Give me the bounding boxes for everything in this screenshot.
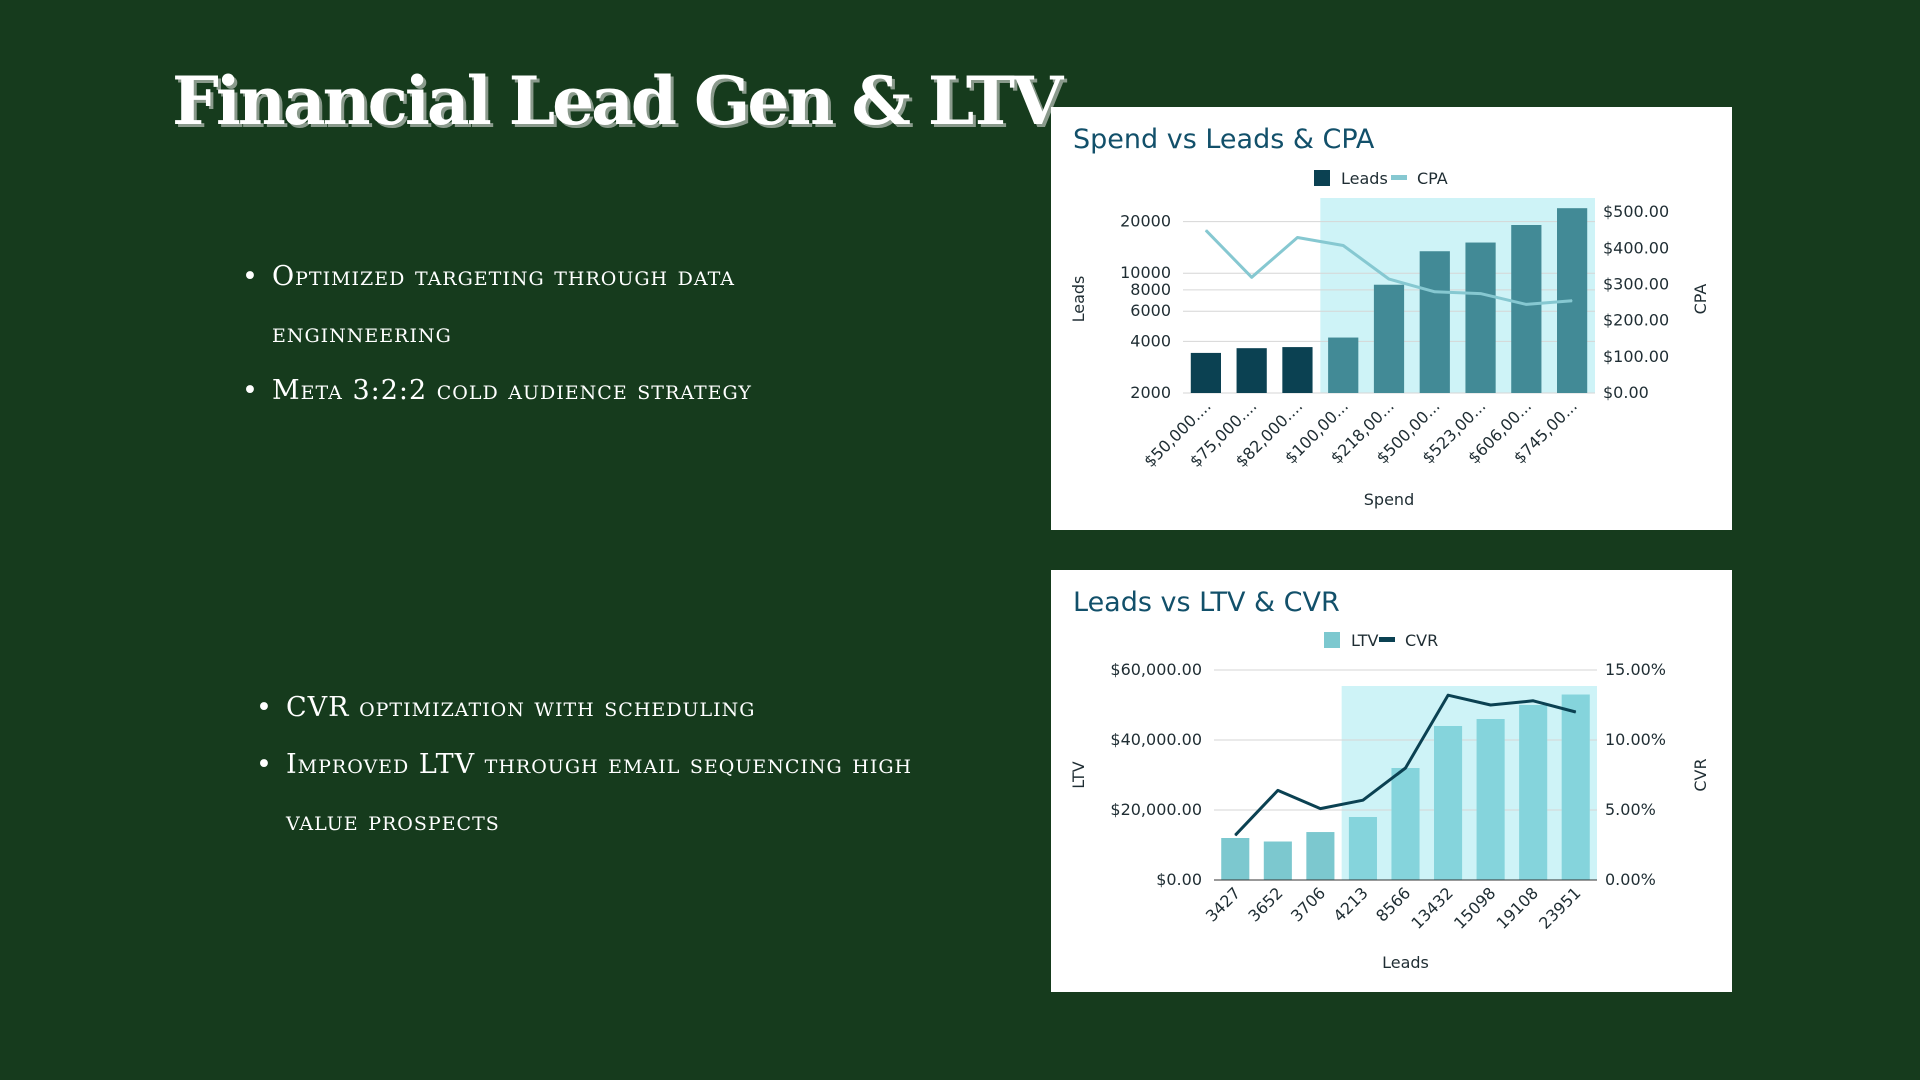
bar-ltv	[1561, 694, 1590, 880]
y2-tick-label: $100.00	[1603, 347, 1669, 366]
y-tick-label: 4000	[1130, 331, 1171, 350]
x-tick-label: 15098	[1450, 883, 1499, 932]
bullet-list-top: Optimized targeting through data enginne…	[242, 248, 912, 419]
bar-ltv	[1306, 832, 1335, 880]
chart-leads-vs-ltv: Leads vs LTV & CVR LTV CVR $0.00 $20,000.00 $…	[1051, 570, 1732, 992]
point-cvr	[1234, 834, 1236, 836]
x-tick-label: 19108	[1493, 883, 1542, 932]
y-axis-title: Leads	[1069, 276, 1088, 323]
x-axis-title: Leads	[1382, 953, 1429, 972]
bullet-item: Meta 3:2:2 cold audience strategy	[242, 362, 912, 419]
bar-leads	[1190, 352, 1221, 393]
bar-ltv	[1348, 817, 1377, 880]
point-cpa	[1480, 293, 1482, 295]
point-cpa	[1434, 291, 1436, 293]
bullet-item: Optimized targeting through data enginne…	[242, 248, 912, 362]
y-tick-label: $20,000.00	[1110, 800, 1202, 819]
y2-axis-title: CVR	[1691, 758, 1710, 791]
slide-title: Financial Lead Gen & LTV	[172, 62, 1063, 140]
legend-swatch-cpa	[1391, 175, 1407, 180]
bar-ltv	[1476, 719, 1505, 880]
legend-label-cvr: CVR	[1405, 631, 1438, 650]
x-tick-label: 4213	[1330, 883, 1372, 925]
bar-ltv	[1519, 705, 1548, 880]
point-cvr	[1447, 694, 1449, 696]
legend-label-ltv: LTV	[1351, 631, 1378, 650]
y-tick-label: 20000	[1120, 212, 1171, 231]
bullet-list-bottom: CVR optimization with scheduling Improve…	[256, 679, 926, 850]
y-tick-label: $40,000.00	[1110, 730, 1202, 749]
y2-tick-label: $400.00	[1603, 238, 1669, 257]
y-tick-label: 10000	[1120, 263, 1171, 282]
x-tick-label: 23951	[1535, 883, 1584, 932]
y-tick-label: 8000	[1130, 280, 1171, 299]
point-cvr	[1362, 799, 1364, 801]
bar-ltv	[1434, 726, 1463, 880]
x-tick-label: 3427	[1202, 883, 1244, 925]
y2-tick-label: 0.00%	[1605, 870, 1656, 889]
point-cvr	[1405, 767, 1406, 769]
y-tick-label: $60,000.00	[1110, 660, 1202, 679]
point-cvr	[1277, 789, 1279, 791]
point-cvr	[1319, 808, 1321, 810]
point-cpa	[1388, 278, 1390, 280]
point-cpa	[1571, 300, 1573, 302]
point-cvr	[1532, 700, 1534, 702]
x-tick-label: 3706	[1287, 883, 1329, 925]
y2-tick-label: $0.00	[1603, 383, 1649, 402]
x-axis-title: Spend	[1364, 490, 1414, 509]
point-cpa	[1251, 276, 1253, 278]
legend-label-leads: Leads	[1341, 169, 1388, 188]
x-tick-label: 13432	[1407, 883, 1456, 932]
point-cpa	[1296, 237, 1298, 239]
point-cpa	[1342, 244, 1344, 246]
bar-ltv	[1221, 838, 1250, 880]
chart-title: Spend vs Leads & CPA	[1073, 124, 1375, 155]
legend-label-cpa: CPA	[1417, 169, 1448, 188]
legend-swatch-leads	[1314, 170, 1330, 186]
bar-leads	[1236, 348, 1267, 393]
point-cvr	[1575, 711, 1577, 713]
y-tick-label: 6000	[1130, 301, 1171, 320]
highlight-band	[1341, 686, 1597, 880]
y2-tick-label: $300.00	[1603, 275, 1669, 294]
bar-leads	[1511, 225, 1542, 393]
chart-spend-vs-leads-svg: Spend vs Leads & CPA Leads CPA 2000 4000 6000…	[1069, 124, 1710, 509]
legend-swatch-ltv	[1324, 632, 1340, 648]
y2-tick-label: $500.00	[1603, 202, 1669, 221]
y-axis-title: LTV	[1069, 761, 1088, 788]
y-tick-label: $0.00	[1156, 870, 1202, 889]
highlight-band	[1320, 198, 1595, 393]
y2-tick-label: 15.00%	[1605, 660, 1666, 679]
point-cvr	[1490, 704, 1492, 706]
y2-tick-label: 10.00%	[1605, 730, 1666, 749]
y-tick-label: 2000	[1130, 383, 1171, 402]
y2-tick-label: $200.00	[1603, 311, 1669, 330]
y2-axis-title: CPA	[1691, 284, 1710, 315]
chart-leads-vs-ltv-svg: Leads vs LTV & CVR LTV CVR $0.00 $20,000.00 $…	[1069, 587, 1710, 972]
chart-title: Leads vs LTV & CVR	[1073, 587, 1340, 618]
legend-swatch-cvr	[1379, 637, 1395, 642]
bullet-item: CVR optimization with scheduling	[256, 679, 926, 736]
bar-ltv	[1263, 841, 1292, 880]
bar-leads	[1282, 347, 1313, 393]
bar-leads	[1465, 242, 1496, 393]
bar-ltv	[1391, 768, 1420, 880]
bar-leads	[1419, 251, 1450, 393]
chart-spend-vs-leads: Spend vs Leads & CPA Leads CPA 2000 4000 6000…	[1051, 107, 1732, 530]
point-cpa	[1525, 303, 1527, 305]
point-cpa	[1205, 229, 1207, 231]
bar-leads	[1328, 337, 1359, 393]
x-tick-label: 3652	[1244, 883, 1286, 925]
y2-tick-label: 5.00%	[1605, 800, 1656, 819]
bar-leads	[1373, 284, 1405, 393]
bullet-item: Improved LTV through email sequencing hi…	[256, 736, 926, 850]
